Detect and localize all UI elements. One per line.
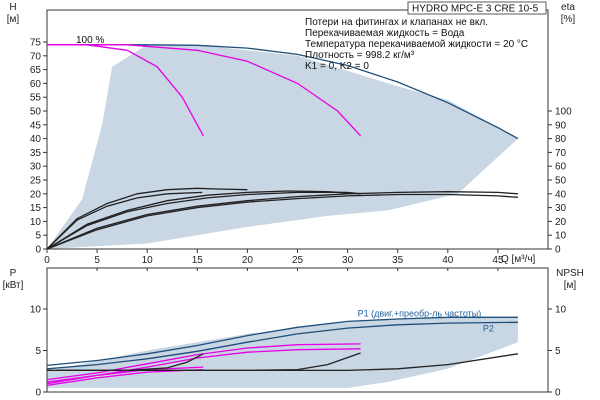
npsh-tick-label-right: 0 bbox=[555, 388, 561, 399]
y-tick-label-right: 20 bbox=[555, 217, 567, 228]
x-tick-label: 40 bbox=[442, 255, 454, 266]
x-axis-label: Q [м³/ч] bbox=[501, 254, 536, 265]
y-tick-label-left: 55 bbox=[30, 93, 42, 104]
series-line-top-8 bbox=[46, 193, 518, 250]
y-tick-label-right: 90 bbox=[555, 120, 567, 131]
chart-title: HYDRO MPC-E 3 CRE 10-5 bbox=[412, 4, 539, 15]
series-line-top-7 bbox=[46, 191, 518, 250]
y-axis-unit-left: [м] bbox=[7, 14, 20, 25]
series-line-bottom-0 bbox=[46, 316, 518, 367]
series-line-bottom-8 bbox=[47, 353, 518, 372]
x-tick-label: 0 bbox=[44, 255, 50, 266]
x-tick-label: 45 bbox=[492, 255, 504, 266]
series-line-bottom-2 bbox=[46, 343, 361, 381]
y-tick-label-right: 80 bbox=[555, 134, 567, 145]
title-box bbox=[407, 1, 547, 15]
y-axis-label-right: eta bbox=[561, 2, 575, 13]
x-tick-label: 5 bbox=[94, 255, 100, 266]
operating-area-top bbox=[47, 44, 518, 249]
chart-note-2: Перекачиваемая жидкость = Вода bbox=[305, 28, 465, 39]
y-tick-label-left: 10 bbox=[30, 217, 42, 228]
operating-area-bottom bbox=[47, 317, 518, 388]
x-tick-label: 30 bbox=[342, 255, 354, 266]
y-tick-label-left: 75 bbox=[30, 38, 42, 49]
y-tick-label-left: 50 bbox=[30, 107, 42, 118]
x-tick-label: 35 bbox=[392, 255, 404, 266]
y-tick-label-right: 50 bbox=[555, 176, 567, 187]
series-line-top-3 bbox=[46, 187, 248, 250]
series-line-bottom-4 bbox=[46, 366, 204, 385]
p-tick-label-left: 5 bbox=[35, 346, 41, 357]
x-tick-label: 25 bbox=[292, 255, 304, 266]
x-tick-label: 20 bbox=[242, 255, 254, 266]
p-axis-label: P bbox=[10, 268, 17, 279]
y-tick-label-left: 0 bbox=[35, 245, 41, 256]
series-line-top-5 bbox=[46, 190, 361, 250]
y-tick-label-right: 30 bbox=[555, 203, 567, 214]
p-axis-unit: [кВт] bbox=[3, 280, 24, 291]
npsh-tick-label-right: 5 bbox=[555, 346, 561, 357]
npsh-axis-unit: [м] bbox=[564, 280, 577, 291]
y-tick-label-left: 20 bbox=[30, 189, 42, 200]
y-tick-label-right: 100 bbox=[555, 107, 572, 118]
speed-annotation: 100 % bbox=[76, 35, 104, 46]
y-tick-label-right: 40 bbox=[555, 189, 567, 200]
y-tick-label-left: 25 bbox=[30, 176, 42, 187]
y-tick-label-right: 0 bbox=[555, 245, 561, 256]
series-line-top-2 bbox=[47, 44, 362, 137]
y-tick-label-left: 15 bbox=[30, 203, 42, 214]
x-tick-label: 15 bbox=[192, 255, 204, 266]
series-name-0: P1 (двиг.+преобр-ль частоты) bbox=[358, 308, 482, 318]
chart-note-4: Плотность = 998.2 кг/м³ bbox=[305, 50, 415, 61]
y-tick-label-right: 60 bbox=[555, 162, 567, 173]
y-tick-label-left: 60 bbox=[30, 79, 42, 90]
y-tick-label-left: 5 bbox=[35, 231, 41, 242]
y-tick-label-left: 40 bbox=[30, 134, 42, 145]
series-name-1: P2 bbox=[483, 323, 494, 333]
y-axis-unit-right: [%] bbox=[561, 14, 576, 25]
npsh-axis-label: NPSH bbox=[556, 268, 584, 279]
chart-note-5: K1 = 0, K2 = 0 bbox=[305, 61, 369, 72]
y-tick-label-left: 70 bbox=[30, 51, 42, 62]
x-tick-label: 10 bbox=[142, 255, 154, 266]
y-tick-label-left: 30 bbox=[30, 162, 42, 173]
series-line-top-4 bbox=[46, 191, 203, 250]
series-line-bottom-1 bbox=[46, 321, 518, 370]
y-tick-label-left: 35 bbox=[30, 148, 42, 159]
npsh-tick-label-right: 10 bbox=[555, 305, 567, 316]
p-tick-label-left: 0 bbox=[35, 388, 41, 399]
p-tick-label-left: 10 bbox=[30, 305, 42, 316]
chart-note-3: Температура перекачиваемой жидкости = 20… bbox=[305, 39, 528, 50]
y-tick-label-left: 45 bbox=[30, 120, 42, 131]
y-tick-label-right: 10 bbox=[555, 231, 567, 242]
series-line-top-6 bbox=[46, 191, 361, 250]
y-axis-label-left: H bbox=[9, 2, 16, 13]
y-tick-label-right: 70 bbox=[555, 148, 567, 159]
chart-note-1: Потери на фитингах и клапанах не вкл. bbox=[305, 16, 488, 28]
y-tick-label-left: 65 bbox=[30, 65, 42, 76]
